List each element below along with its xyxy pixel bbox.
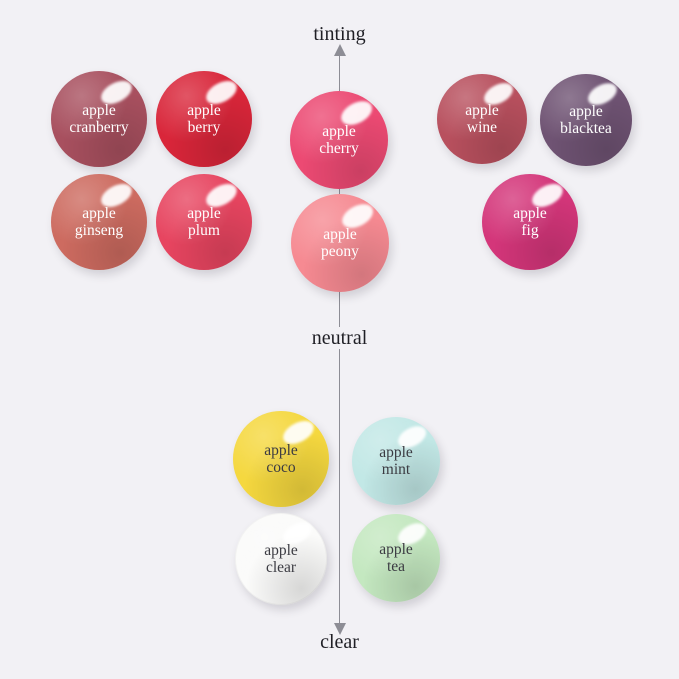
- swatch-label-line2: mint: [381, 461, 411, 478]
- arrow-up-icon: [333, 44, 346, 56]
- swatch-label-line1: apple: [379, 540, 413, 558]
- swatch-label: apple clear: [258, 542, 304, 576]
- swatch-label-line1: apple: [264, 541, 298, 559]
- color-swatch[interactable]: apple wine: [437, 74, 527, 164]
- swatch-label-line1: apple: [379, 443, 413, 461]
- swatch-label: apple plum: [181, 205, 227, 239]
- swatch-label-line2: clear: [265, 559, 297, 576]
- swatch-label-line1: apple: [264, 441, 298, 459]
- swatch-label-line2: berry: [187, 119, 221, 136]
- swatch-label: apple fig: [507, 205, 553, 239]
- swatch-label-line1: apple: [82, 204, 116, 222]
- swatch-label-line1: apple: [322, 122, 356, 140]
- swatch-label: apple blacktea: [554, 103, 618, 137]
- swatch-label: apple tea: [373, 541, 419, 575]
- arrow-down-icon: [333, 623, 346, 635]
- swatch-label-line1: apple: [187, 101, 221, 119]
- color-swatch[interactable]: apple fig: [482, 174, 578, 270]
- swatch-label: apple cranberry: [63, 102, 134, 136]
- swatch-label: apple peony: [315, 226, 365, 260]
- swatch-label-line2: wine: [466, 119, 498, 136]
- color-swatch[interactable]: apple plum: [156, 174, 252, 270]
- color-swatch[interactable]: apple coco: [233, 411, 329, 507]
- swatch-label-line2: tea: [386, 558, 406, 575]
- color-swatch[interactable]: apple cherry: [290, 91, 388, 189]
- swatch-label-line2: peony: [321, 243, 359, 260]
- swatch-label-line1: apple: [82, 101, 116, 119]
- color-swatch[interactable]: apple peony: [291, 194, 389, 292]
- swatch-label: apple wine: [459, 102, 505, 136]
- color-swatch[interactable]: apple clear: [235, 513, 327, 605]
- swatch-label: apple mint: [373, 444, 419, 478]
- swatch-label-line2: cranberry: [69, 119, 129, 136]
- swatch-label-line2: fig: [521, 222, 539, 239]
- color-swatch[interactable]: apple blacktea: [540, 74, 632, 166]
- color-swatch[interactable]: apple berry: [156, 71, 252, 167]
- color-swatch[interactable]: apple cranberry: [51, 71, 147, 167]
- color-swatch[interactable]: apple mint: [352, 417, 440, 505]
- axis-label-neutral: neutral: [0, 327, 679, 349]
- color-swatch[interactable]: apple tea: [352, 514, 440, 602]
- swatch-label: apple ginseng: [69, 205, 129, 239]
- axis-label-clear: clear: [320, 631, 359, 653]
- swatch-label-line1: apple: [187, 204, 221, 222]
- swatch-label-line2: plum: [188, 222, 220, 239]
- swatch-label-line1: apple: [465, 101, 499, 119]
- swatch-label-line1: apple: [513, 204, 547, 222]
- swatch-label-line2: coco: [266, 459, 296, 476]
- swatch-label: apple berry: [181, 102, 227, 136]
- swatch-label: apple cherry: [313, 123, 365, 157]
- swatch-label-line1: apple: [569, 102, 603, 120]
- swatch-label-line2: cherry: [319, 140, 359, 157]
- swatch-label-line1: apple: [323, 225, 357, 243]
- swatch-label-line2: ginseng: [74, 222, 124, 239]
- axis-label-neutral-text: neutral: [303, 327, 376, 349]
- swatch-label-line2: blacktea: [560, 120, 612, 137]
- color-swatch[interactable]: apple ginseng: [51, 174, 147, 270]
- swatch-label: apple coco: [258, 442, 304, 476]
- axis-label-tinting: tinting: [313, 23, 366, 45]
